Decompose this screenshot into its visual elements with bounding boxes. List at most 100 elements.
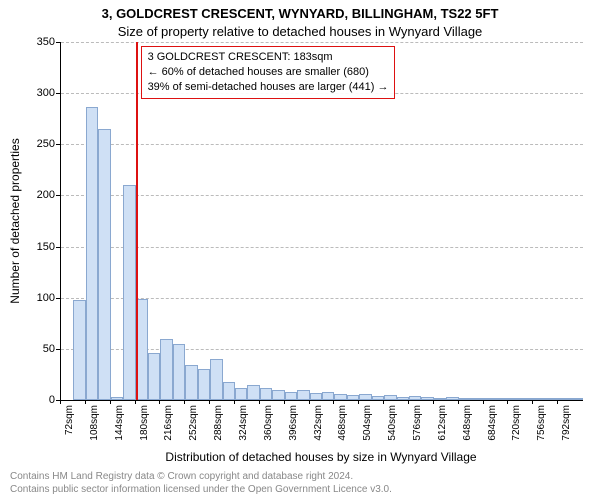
x-tick-mark (259, 400, 260, 404)
x-tick-mark (209, 400, 210, 404)
x-tick-label: 684sqm (487, 405, 498, 449)
y-tick-label: 150 (0, 241, 55, 253)
x-tick-label: 180sqm (139, 405, 150, 449)
histogram-bar (223, 382, 235, 400)
x-tick-label: 396sqm (288, 405, 299, 449)
y-tick-label: 200 (0, 189, 55, 201)
x-tick-mark (234, 400, 235, 404)
histogram-chart: 3, GOLDCREST CRESCENT, WYNYARD, BILLINGH… (0, 0, 600, 500)
x-tick-label: 324sqm (238, 405, 249, 449)
y-tick-label: 100 (0, 292, 55, 304)
y-tick-label: 50 (0, 343, 55, 355)
footer-line-2: Contains public sector information licen… (10, 484, 392, 497)
histogram-bar (185, 365, 197, 400)
histogram-bar (571, 398, 583, 400)
chart-title-main: 3, GOLDCREST CRESCENT, WYNYARD, BILLINGH… (0, 6, 600, 21)
y-tick-mark (56, 93, 60, 94)
y-tick-label: 0 (0, 394, 55, 406)
x-tick-mark (433, 400, 434, 404)
y-tick-mark (56, 247, 60, 248)
x-tick-label: 216sqm (163, 405, 174, 449)
x-tick-mark (85, 400, 86, 404)
histogram-bar (123, 185, 135, 400)
x-tick-mark (284, 400, 285, 404)
y-tick-label: 350 (0, 36, 55, 48)
histogram-bar (484, 398, 496, 400)
histogram-bar (98, 129, 110, 400)
histogram-bar (73, 300, 85, 400)
y-tick-label: 250 (0, 138, 55, 150)
x-tick-label: 144sqm (114, 405, 125, 449)
x-tick-mark (383, 400, 384, 404)
x-tick-label: 252sqm (188, 405, 199, 449)
x-tick-mark (408, 400, 409, 404)
histogram-bar (558, 398, 570, 400)
x-tick-label: 648sqm (462, 405, 473, 449)
y-tick-label: 300 (0, 87, 55, 99)
x-tick-mark (159, 400, 160, 404)
histogram-bar (508, 398, 520, 400)
histogram-bar (334, 394, 346, 400)
y-tick-mark (56, 349, 60, 350)
y-axis-label: Number of detached properties (8, 138, 22, 303)
histogram-bar (198, 369, 210, 400)
x-tick-label: 756sqm (536, 405, 547, 449)
x-tick-label: 108sqm (89, 405, 100, 449)
histogram-bar (384, 395, 396, 400)
y-tick-mark (56, 298, 60, 299)
x-tick-label: 288sqm (213, 405, 224, 449)
y-tick-mark (56, 42, 60, 43)
chart-title-sub: Size of property relative to detached ho… (0, 24, 600, 39)
annotation-line: 3 GOLDCREST CRESCENT: 183sqm (148, 50, 389, 65)
annotation-line: 39% of semi-detached houses are larger (… (148, 80, 389, 95)
histogram-bar (210, 359, 222, 400)
histogram-bar (322, 392, 334, 400)
grid-line (61, 195, 583, 196)
x-tick-label: 72sqm (64, 405, 75, 449)
grid-line (61, 247, 583, 248)
x-tick-mark (60, 400, 61, 404)
histogram-bar (310, 393, 322, 400)
histogram-bar (148, 353, 160, 400)
x-tick-mark (532, 400, 533, 404)
histogram-bar (533, 398, 545, 400)
x-tick-label: 540sqm (387, 405, 398, 449)
histogram-bar (160, 339, 172, 400)
histogram-bar (434, 398, 446, 400)
y-tick-mark (56, 144, 60, 145)
x-tick-label: 360sqm (263, 405, 274, 449)
x-tick-label: 612sqm (437, 405, 448, 449)
histogram-bar (86, 107, 98, 400)
x-tick-mark (458, 400, 459, 404)
x-tick-label: 792sqm (561, 405, 572, 449)
x-tick-label: 720sqm (511, 405, 522, 449)
annotation-line: ← 60% of detached houses are smaller (68… (148, 65, 389, 80)
histogram-bar (459, 398, 471, 400)
histogram-bar (235, 388, 247, 400)
histogram-bar (111, 397, 123, 400)
histogram-bar (409, 396, 421, 400)
x-tick-mark (135, 400, 136, 404)
x-tick-mark (110, 400, 111, 404)
x-tick-mark (507, 400, 508, 404)
x-tick-mark (184, 400, 185, 404)
x-tick-label: 504sqm (362, 405, 373, 449)
x-axis-label: Distribution of detached houses by size … (60, 450, 582, 464)
histogram-bar (260, 388, 272, 400)
histogram-bar (247, 385, 259, 400)
x-tick-mark (483, 400, 484, 404)
x-tick-mark (333, 400, 334, 404)
x-tick-label: 576sqm (412, 405, 423, 449)
x-tick-label: 468sqm (337, 405, 348, 449)
histogram-bar (297, 390, 309, 400)
grid-line (61, 144, 583, 145)
histogram-bar (173, 344, 185, 400)
histogram-bar (359, 394, 371, 400)
x-tick-mark (358, 400, 359, 404)
histogram-bar (272, 390, 284, 400)
y-tick-mark (56, 195, 60, 196)
x-tick-mark (309, 400, 310, 404)
grid-line (61, 42, 583, 43)
x-tick-mark (557, 400, 558, 404)
reference-marker-line (136, 42, 138, 400)
